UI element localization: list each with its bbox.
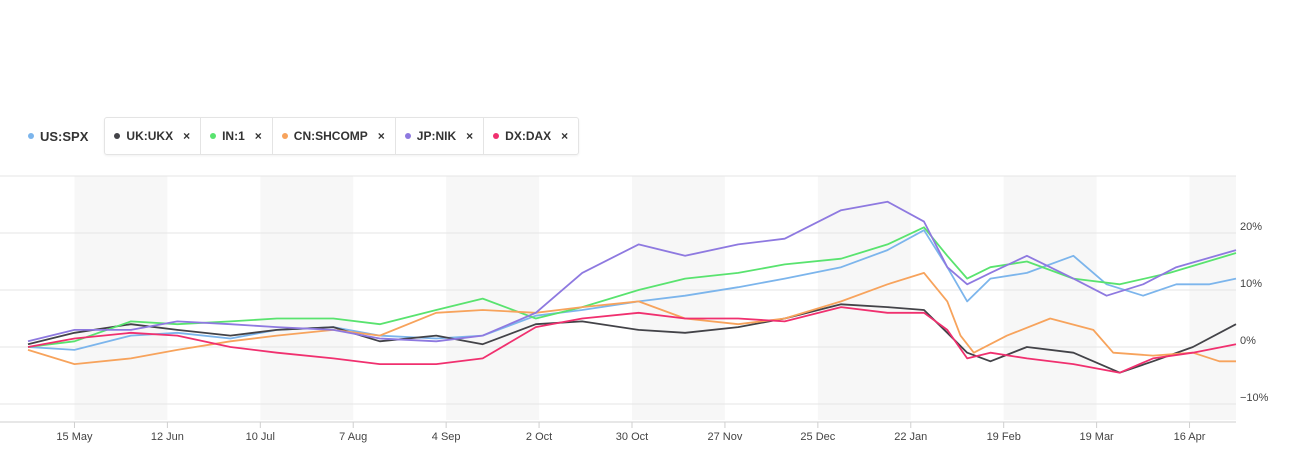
legend-label: CN:SHCOMP xyxy=(293,129,368,143)
x-tick-label: 4 Sep xyxy=(432,431,461,443)
legend-chip-jp-nik[interactable]: JP:NIK × xyxy=(396,118,485,154)
close-icon[interactable]: × xyxy=(254,129,262,143)
x-tick-label: 15 May xyxy=(56,431,93,443)
series-line-cn-shcomp xyxy=(27,272,1236,365)
y-tick-label: 10% xyxy=(1240,278,1262,290)
y-tick-label: 0% xyxy=(1240,335,1256,347)
legend-item-primary[interactable]: US:SPX xyxy=(22,118,96,154)
y-tick-label: −10% xyxy=(1240,392,1269,404)
dot-icon xyxy=(404,133,411,139)
x-tick-label: 19 Mar xyxy=(1079,431,1114,443)
legend-label: JP:NIK xyxy=(416,129,457,143)
legend-chip-uk-ukx[interactable]: UK:UKX × xyxy=(105,118,202,154)
plot-band xyxy=(632,176,725,420)
x-tick-label: 10 Jul xyxy=(246,431,275,443)
plot-band xyxy=(817,176,911,420)
legend-chip-cn-shcomp[interactable]: CN:SHCOMP × xyxy=(273,118,396,154)
close-icon[interactable]: × xyxy=(466,129,474,143)
legend-chip-dx-dax[interactable]: DX:DAX × xyxy=(484,118,578,154)
series-line-dx-dax xyxy=(27,306,1237,374)
plot-band xyxy=(1189,176,1236,420)
plot-band xyxy=(446,176,540,420)
x-tick-label: 2 Oct xyxy=(526,431,552,443)
x-tick-label: 16 Apr xyxy=(1174,431,1206,443)
plot-band xyxy=(74,176,168,420)
series-line-in-1 xyxy=(27,226,1237,348)
plot-band xyxy=(1003,176,1097,420)
y-tick-label: 20% xyxy=(1240,221,1262,233)
close-icon[interactable]: × xyxy=(183,129,191,143)
dot-icon xyxy=(281,133,288,139)
comparison-chips: UK:UKX × IN:1 × CN:SHCOMP × JP:NIK × DX:DAX × xyxy=(104,117,580,155)
legend-label: DX:DAX xyxy=(505,129,552,143)
x-tick-label: 27 Nov xyxy=(707,431,742,443)
legend-chip-in-1[interactable]: IN:1 × xyxy=(201,118,273,154)
legend-label: UK:UKX xyxy=(126,129,174,143)
legend-label: US:SPX xyxy=(40,128,89,144)
dot-icon xyxy=(28,133,34,139)
x-tick-label: 7 Aug xyxy=(339,431,367,443)
dot-icon xyxy=(210,133,217,139)
legend-label: IN:1 xyxy=(222,129,245,143)
x-tick-label: 19 Feb xyxy=(987,431,1021,443)
dot-icon xyxy=(493,133,500,139)
legend: US:SPX UK:UKX × IN:1 × CN:SHCOMP × JP:NIK × DX:D… xyxy=(22,117,580,155)
close-icon[interactable]: × xyxy=(561,129,569,143)
series-line-us-spx xyxy=(27,229,1237,351)
series-line-uk-ukx xyxy=(27,303,1237,374)
x-tick-label: 12 Jun xyxy=(151,431,184,443)
x-tick-label: 30 Oct xyxy=(616,431,648,443)
x-tick-label: 25 Dec xyxy=(800,431,835,443)
series-line-jp-nik xyxy=(27,200,1237,343)
x-tick-label: 22 Jan xyxy=(894,431,927,443)
close-icon[interactable]: × xyxy=(377,129,385,143)
plot-band xyxy=(260,176,354,420)
dot-icon xyxy=(114,133,121,139)
